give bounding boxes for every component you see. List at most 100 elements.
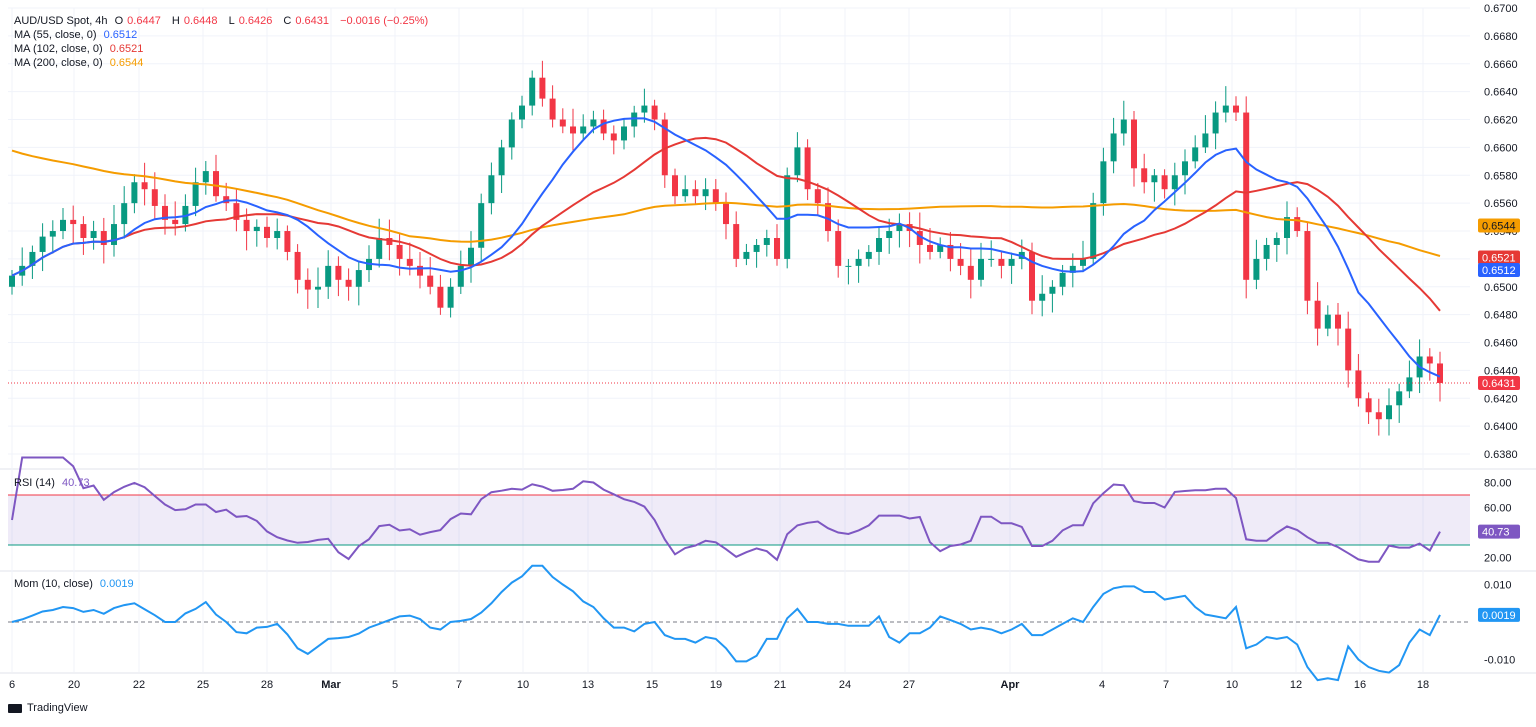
candle-body (1284, 217, 1290, 238)
candle-body (1100, 161, 1107, 204)
candle-body (1039, 293, 1046, 301)
candle-body (1396, 391, 1403, 406)
candle-body (172, 219, 179, 225)
candle-body (1365, 398, 1372, 413)
ma200-badge: 0.6544 (1482, 220, 1516, 232)
rsi-value: 40.73 (62, 477, 90, 489)
price-tick-label: 0.6560 (1484, 198, 1518, 210)
candle-body (835, 231, 842, 266)
candle-body (549, 98, 556, 120)
change-value: −0.0016 (−0.25%) (340, 15, 429, 27)
candle-body (590, 119, 597, 127)
candle-body (896, 224, 903, 232)
candle-body (1406, 377, 1413, 392)
candle-body (529, 77, 536, 106)
candle-body (478, 203, 485, 248)
candle-body (876, 238, 882, 252)
candle-body (702, 189, 709, 197)
candle-body (1345, 328, 1352, 371)
candle-body (1182, 161, 1188, 176)
candle-body (1386, 405, 1392, 420)
price-tick-label: 0.6500 (1484, 282, 1518, 294)
time-tick-label: 10 (517, 679, 529, 691)
candle-body (29, 251, 36, 266)
candle-body (855, 258, 862, 266)
candle-body (1171, 175, 1178, 190)
candle-body (284, 231, 291, 252)
price-tick-label: 0.6700 (1484, 3, 1518, 15)
candle-body (406, 258, 413, 266)
tradingview-logo[interactable]: TradingView (8, 702, 88, 714)
candle-body (335, 265, 342, 280)
price-tick-label: 0.6440 (1484, 365, 1518, 377)
candle-body (1375, 412, 1382, 420)
candle-body (733, 224, 740, 259)
mom-legend: Mom (10, close) 0.0019 (14, 577, 138, 591)
candle-body (712, 189, 719, 204)
candle-body (559, 119, 566, 127)
time-tick-label: 28 (261, 679, 273, 691)
candle-body (202, 171, 209, 183)
candle-body (121, 203, 128, 225)
ma200-value: 0.6544 (109, 57, 144, 69)
candle-body (825, 203, 831, 232)
ma55-badge-bg (1478, 263, 1520, 278)
time-tick-label: 25 (197, 679, 209, 691)
price-tick-label: 0.6420 (1484, 393, 1518, 405)
rsi-tick-label: 80.00 (1484, 478, 1512, 490)
low-value: 0.6426 (238, 15, 273, 27)
candle-body (641, 105, 648, 113)
time-tick-label: 19 (710, 679, 722, 691)
close-label: C (283, 15, 292, 27)
time-tick-label: Mar (321, 679, 341, 691)
price-tick-label: 0.6660 (1484, 59, 1518, 71)
rsi-band (8, 495, 1470, 545)
candle-body (417, 265, 423, 276)
time-tick-label: 27 (903, 679, 915, 691)
mom-badge-bg (1478, 607, 1520, 622)
candle-body (1151, 175, 1158, 183)
candle-body (998, 258, 1005, 266)
candle-body (804, 147, 811, 190)
candle-body (753, 244, 760, 252)
candle-body (1243, 112, 1250, 280)
last-price-badge-bg (1478, 375, 1520, 390)
candle-body (600, 119, 607, 134)
candle-body (9, 275, 15, 287)
ma200-line (11, 149, 1441, 257)
candle-body (447, 286, 454, 308)
time-tick-label: 12 (1290, 679, 1302, 691)
candle-body (1212, 112, 1219, 134)
rsi-tick-label: 20.00 (1484, 553, 1512, 565)
tradingview-logo-icon (8, 703, 22, 713)
candle-body (937, 244, 944, 252)
candle-body (661, 119, 668, 176)
candle-body (1131, 119, 1137, 169)
time-tick-label: 15 (646, 679, 658, 691)
candle-body (70, 219, 77, 225)
candle-body (1120, 119, 1127, 134)
candle-body (978, 258, 984, 280)
candle-body (763, 238, 770, 245)
mom-tick-label: -0.010 (1484, 655, 1515, 667)
mom-value: 0.0019 (99, 578, 134, 590)
candle-body (1222, 105, 1229, 113)
candles-group (9, 60, 1443, 436)
candle-body (437, 286, 444, 308)
candle-body (162, 205, 168, 220)
open-value: 0.6447 (127, 15, 161, 27)
candle-body (784, 175, 791, 259)
candle-body (1069, 265, 1076, 273)
candle-body (111, 224, 117, 245)
price-tick-label: 0.6600 (1484, 142, 1518, 154)
time-tick-label: 22 (133, 679, 145, 691)
candle-body (570, 126, 576, 134)
candle-body (947, 244, 954, 259)
candle-body (621, 126, 627, 141)
price-tick-label: 0.6580 (1484, 170, 1518, 182)
candle-body (508, 119, 515, 148)
candle-body (865, 251, 872, 259)
candle-body (1324, 314, 1331, 329)
candle-body (723, 203, 729, 225)
